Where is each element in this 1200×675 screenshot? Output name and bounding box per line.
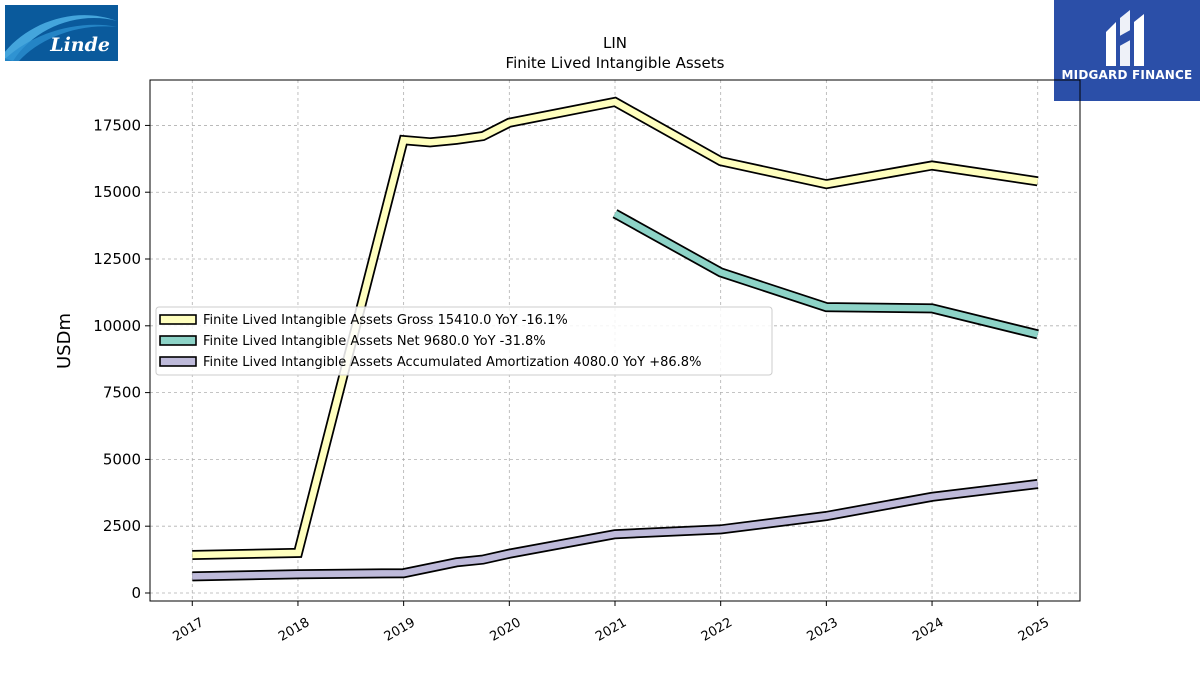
y-tick-label: 0 xyxy=(131,584,141,602)
x-tick-label: 2018 xyxy=(276,615,312,645)
series-line xyxy=(192,480,1039,580)
chart-subtitle: Finite Lived Intangible Assets xyxy=(506,54,725,72)
series-0 xyxy=(192,96,1039,560)
series-layer xyxy=(192,96,1039,582)
y-tick-label: 15000 xyxy=(93,183,141,201)
linde-swoosh-icon xyxy=(5,15,117,61)
x-tick-label: 2023 xyxy=(805,615,841,645)
x-tick-label: 2022 xyxy=(699,615,735,645)
y-axis-label: USDm xyxy=(54,313,75,369)
legend-entry: Finite Lived Intangible Assets Gross 154… xyxy=(203,313,568,328)
series-line xyxy=(613,210,1039,338)
midgard-finance-logo: MIDGARD FINANCE xyxy=(1054,0,1200,101)
x-tick-label: 2019 xyxy=(382,615,418,645)
series-1 xyxy=(612,209,1039,340)
x-tick-label: 2017 xyxy=(170,615,206,645)
legend-entry: Finite Lived Intangible Assets Accumulat… xyxy=(203,355,701,370)
y-tick-label: 5000 xyxy=(103,450,141,468)
y-tick-label: 10000 xyxy=(93,317,141,335)
series-line xyxy=(192,98,1039,559)
x-tick-label: 2021 xyxy=(593,615,629,645)
y-tick-label: 2500 xyxy=(103,517,141,535)
legend-swatch xyxy=(159,356,197,367)
linde-wordmark: Linde xyxy=(50,34,110,56)
chart-title: LIN xyxy=(603,34,627,52)
x-tick-label: 2025 xyxy=(1016,615,1052,645)
legend-entry: Finite Lived Intangible Assets Net 9680.… xyxy=(203,334,546,349)
axis-ticks: 0 2500 5000 7500 10000 12500 15000 17500 2017 201… xyxy=(93,116,1052,644)
legend-box xyxy=(155,306,773,376)
x-tick-label: 2024 xyxy=(910,615,946,645)
series-2 xyxy=(192,479,1039,582)
y-tick-label: 17500 xyxy=(93,116,141,134)
linde-logo: Linde xyxy=(5,5,118,61)
x-tick-label: 2020 xyxy=(487,615,523,645)
midgard-m-icon xyxy=(1106,10,1144,66)
legend: Finite Lived Intangible Assets Gross 154… xyxy=(155,306,773,376)
legend-swatch xyxy=(159,335,197,346)
y-tick-label: 12500 xyxy=(93,250,141,268)
y-tick-label: 7500 xyxy=(103,384,141,402)
legend-swatch xyxy=(159,314,197,325)
midgard-brand-text: MIDGARD FINANCE xyxy=(1061,68,1193,82)
